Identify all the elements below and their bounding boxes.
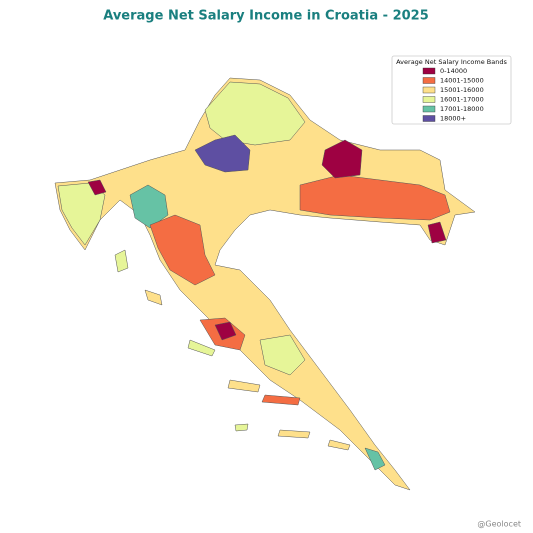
island	[227, 379, 261, 393]
islands	[114, 249, 351, 451]
region-east-low	[321, 139, 363, 179]
region-north	[204, 81, 306, 146]
island	[327, 439, 351, 451]
region-split	[259, 334, 306, 376]
legend-label: 18000+	[440, 115, 466, 123]
legend-swatch	[422, 86, 436, 94]
legend: Average Net Salary Income Bands 0-14000 1…	[391, 55, 512, 125]
legend-swatch	[422, 115, 436, 122]
region-slavonia	[299, 174, 451, 221]
island	[187, 339, 216, 357]
legend-label: 15001-16000	[440, 86, 484, 94]
legend-box	[391, 55, 512, 125]
credit: @Geolocet	[477, 520, 521, 529]
legend-swatch	[422, 67, 436, 75]
island	[114, 249, 129, 273]
island	[144, 289, 163, 306]
legend-label: 0-14000	[440, 67, 467, 75]
region-lika	[149, 214, 216, 286]
island	[261, 394, 301, 406]
legend-swatch	[422, 105, 436, 113]
legend-swatch	[422, 96, 436, 103]
region-zagreb	[194, 134, 251, 173]
region-east-tip	[427, 221, 447, 244]
legend-title: Average Net Salary Income Bands	[396, 58, 507, 66]
legend-label: 14001-15000	[440, 77, 484, 85]
region-rijeka	[129, 184, 169, 229]
legend-swatch	[422, 77, 436, 84]
legend-label: 16001-17000	[440, 96, 484, 104]
island	[234, 423, 249, 432]
map-title: Average Net Salary Income in Croatia - 2…	[103, 9, 429, 24]
region-west-low	[87, 179, 107, 196]
region-dalmatia-low	[214, 321, 237, 341]
legend-label: 17001-18000	[440, 105, 484, 113]
region-south	[364, 447, 386, 471]
island	[277, 429, 311, 439]
map-regions	[54, 77, 476, 491]
